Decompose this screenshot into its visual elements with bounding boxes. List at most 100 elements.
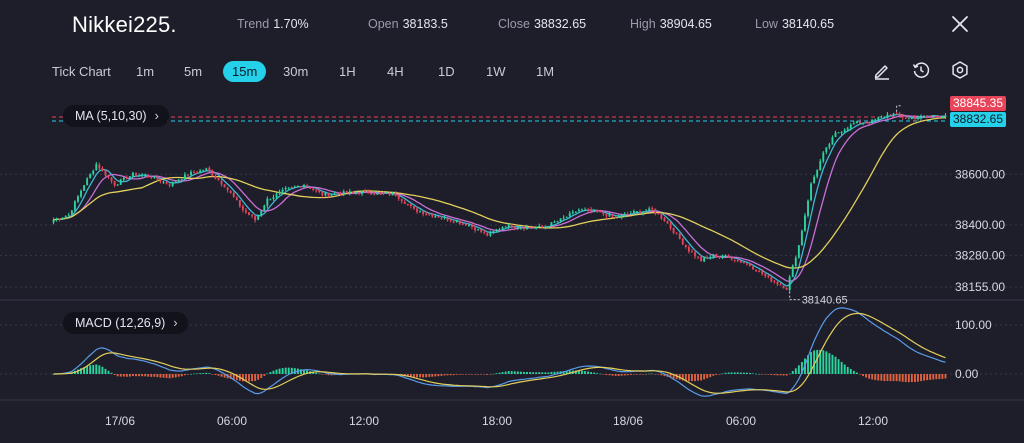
candle (522, 226, 525, 231)
candle (89, 173, 92, 179)
candle-body (785, 287, 788, 290)
stat-close: Close 38832.65 (498, 17, 587, 31)
candle (895, 111, 898, 115)
timeframe-1h[interactable]: 1H (339, 64, 356, 79)
timeframe-1m[interactable]: 1m (136, 64, 155, 79)
macd-histogram-bar (122, 374, 125, 377)
candle-body (797, 245, 800, 258)
macd-histogram-bar (196, 373, 199, 375)
macd-histogram-bar (816, 349, 819, 374)
candle (498, 227, 501, 231)
candle (449, 219, 452, 223)
candle (614, 215, 617, 219)
close-icon[interactable] (950, 14, 970, 34)
candle-body (843, 129, 846, 132)
candle (284, 186, 287, 191)
candle-body (141, 175, 144, 177)
candle-body (367, 191, 370, 194)
candle-body (260, 210, 263, 215)
timeframe-30m[interactable]: 30m (283, 64, 309, 79)
macd-indicator-chip[interactable]: MACD (12,26,9) › (63, 312, 188, 334)
timeframe-1mo[interactable]: 1M (536, 64, 555, 79)
macd-histogram-bar (138, 374, 141, 377)
candle-body (434, 216, 437, 218)
candle (495, 228, 498, 233)
candle-body (626, 213, 629, 215)
timeframe-1w[interactable]: 1W (486, 64, 506, 79)
macd-histogram-bar (128, 374, 131, 377)
macd-histogram-bar (584, 371, 586, 374)
time-tick-label: 06:00 (726, 414, 756, 428)
candle (177, 178, 180, 184)
candle-body (89, 173, 92, 179)
macd-histogram-bar (199, 373, 202, 374)
candle-body (846, 128, 849, 130)
candle (764, 272, 767, 279)
macd-histogram-bar (532, 372, 535, 374)
candle (623, 212, 626, 218)
candle-body (538, 226, 541, 228)
candle-body (77, 196, 79, 202)
candle-body (690, 251, 693, 253)
candle-body (645, 210, 648, 212)
candle (651, 206, 654, 212)
ma-5-line (53, 113, 946, 287)
macd-histogram-bar (269, 372, 272, 374)
candle (443, 215, 446, 220)
macd-histogram-bar (318, 373, 321, 375)
candle-body (736, 260, 739, 262)
candle (712, 253, 715, 259)
candle-body (663, 218, 666, 221)
macd-histogram-bar (724, 372, 727, 374)
macd-histogram-bar (284, 367, 287, 374)
macd-histogram-bar (321, 374, 324, 375)
candle-body (657, 213, 660, 215)
candle (385, 191, 388, 194)
candle-body (373, 194, 376, 196)
candle-body (629, 213, 632, 215)
draw-pen-icon[interactable] (872, 60, 892, 80)
candle-body (782, 285, 785, 289)
candle (828, 142, 831, 150)
candle-body (135, 172, 137, 176)
macd-histogram-bar (855, 372, 858, 374)
price-tick-label: 38280.00 (955, 248, 1005, 262)
candle (819, 158, 822, 171)
candle-body (440, 217, 443, 219)
candle (519, 226, 522, 230)
macd-histogram-bar (98, 365, 101, 374)
candle-body (321, 191, 324, 196)
candle (602, 211, 605, 217)
candle (364, 188, 367, 193)
history-icon[interactable] (911, 60, 931, 80)
settings-icon[interactable] (950, 60, 970, 80)
candle-body (813, 176, 816, 184)
candle (556, 220, 559, 223)
candle (58, 218, 61, 222)
macd-histogram-bar (306, 370, 309, 374)
macd-histogram-bar (626, 374, 629, 376)
candle (358, 192, 360, 196)
timeframe-4h[interactable]: 4H (387, 64, 404, 79)
candle (159, 178, 162, 184)
timeframe-15m[interactable]: 15m (223, 61, 267, 82)
candle (941, 115, 944, 119)
candle (898, 111, 901, 116)
candle-body (519, 227, 522, 229)
macd-histogram-bar (174, 374, 177, 378)
candle-body (840, 131, 843, 133)
candle-body (269, 199, 272, 201)
candle (348, 188, 351, 196)
ma-indicator-chip[interactable]: MA (5,10,30) › (63, 105, 169, 127)
timeframe-1d[interactable]: 1D (438, 64, 455, 79)
candle (617, 214, 620, 218)
candle (64, 215, 67, 220)
candle-body (477, 229, 480, 231)
timeframe-5m[interactable]: 5m (184, 64, 203, 79)
candle (855, 120, 858, 124)
candle (336, 191, 339, 196)
candle (929, 115, 932, 118)
candle (562, 215, 565, 221)
candle-body (611, 214, 614, 217)
